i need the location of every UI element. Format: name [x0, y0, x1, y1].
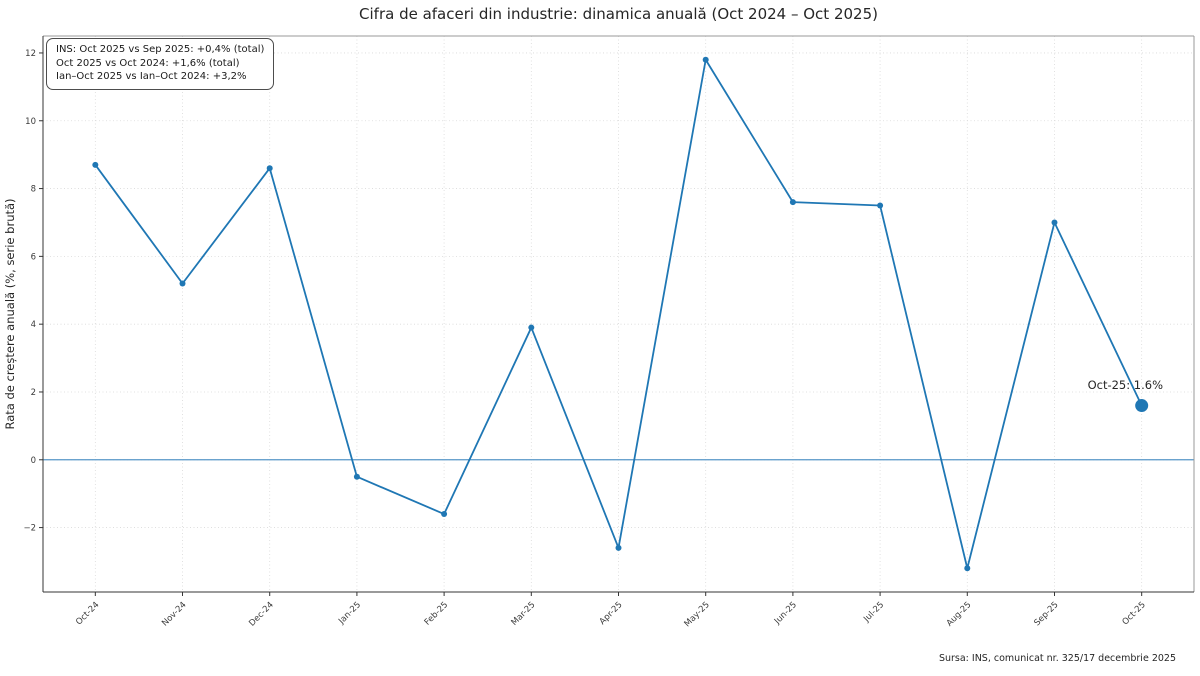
y-tick-label: 12: [25, 49, 36, 59]
y-tick-label: −2: [23, 524, 36, 534]
summary-line-2: Oct 2025 vs Oct 2024: +1,6% (total): [56, 57, 240, 69]
tick-layer: −2 0 2 4 6 8 10 12 Oct-24 Nov-24 Dec-24 Jan-25 Feb-2…: [23, 49, 1147, 629]
y-axis-label: Rata de creștere anuală (%, serie brută): [3, 198, 17, 429]
summary-annotation-box: INS: Oct 2025 vs Sep 2025: +0,4% (total)…: [46, 38, 275, 90]
chart-title: Cifra de afaceri din industrie: dinamica…: [359, 5, 878, 23]
x-tick-label: Dec-24: [247, 600, 276, 629]
y-tick-label: 4: [31, 320, 36, 330]
data-point-highlighted: [1135, 399, 1149, 413]
x-tick-label: Aug-25: [945, 600, 974, 629]
x-tick-label: Jun-25: [772, 600, 799, 627]
x-tick-label: Sep-25: [1032, 600, 1060, 628]
series-layer: [92, 56, 1149, 572]
data-point: [441, 511, 448, 518]
x-tick-label: Nov-24: [160, 600, 188, 628]
data-point: [353, 473, 360, 480]
summary-line-1: INS: Oct 2025 vs Sep 2025: +0,4% (total): [56, 44, 265, 55]
data-point: [528, 324, 535, 331]
x-tick-label: Feb-25: [423, 600, 451, 628]
x-tick-label: May-25: [683, 600, 712, 629]
y-tick-label: 0: [31, 456, 36, 466]
data-point: [179, 280, 186, 287]
x-tick-label: Mar-25: [510, 600, 538, 628]
y-tick-label: 8: [31, 185, 36, 195]
data-point: [1051, 219, 1058, 226]
summary-line-3: Ian–Oct 2025 vs Ian–Oct 2024: +3,2%: [56, 71, 247, 82]
source-note: Sursa: INS, comunicat nr. 325/17 decembr…: [938, 653, 1176, 664]
data-point: [266, 165, 273, 172]
y-tick-label: 6: [31, 252, 36, 262]
data-point: [964, 565, 971, 572]
last-point-annotation: Oct-25: 1.6%: [1087, 378, 1163, 392]
data-point: [92, 161, 99, 168]
x-tick-label: Jul-25: [861, 600, 886, 625]
y-tick-label: 10: [25, 117, 36, 127]
x-tick-label: Apr-25: [598, 600, 625, 627]
grid-layer: [43, 36, 1194, 592]
data-point: [877, 202, 884, 209]
data-point: [789, 199, 796, 206]
y-tick-label: 2: [31, 388, 36, 398]
x-tick-label: Oct-24: [74, 600, 101, 627]
data-point: [702, 56, 709, 63]
data-point: [615, 544, 622, 551]
x-tick-label: Oct-25: [1121, 600, 1148, 627]
x-tick-label: Jan-25: [336, 600, 363, 627]
